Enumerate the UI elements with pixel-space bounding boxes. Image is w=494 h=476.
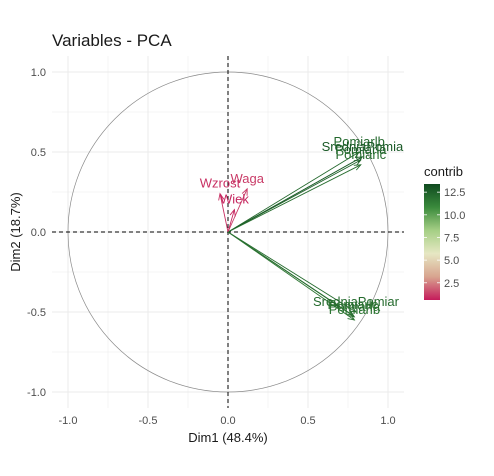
variable-label: Pomiarlb [334, 134, 385, 149]
variable-arrowhead [218, 192, 225, 201]
variable-arrowhead [347, 310, 356, 318]
variable-arrow [227, 231, 357, 313]
y-tick-label: -1.0 [27, 387, 46, 399]
variable-label: SredniaPomiar [313, 294, 400, 309]
variable-arrow [219, 193, 229, 233]
legend-tick-label: 10.0 [444, 210, 465, 222]
x-tick-label: -1.0 [59, 415, 78, 427]
chart-title: Variables - PCA [52, 31, 172, 50]
variable-label: Pomiarla [335, 142, 387, 157]
y-tick-label: 1.0 [31, 67, 46, 79]
variable-arrow [227, 159, 362, 233]
x-tick-label: 0.5 [300, 415, 315, 427]
variable-arrowhead [229, 208, 236, 217]
variable-label: Pomiarlc [336, 147, 387, 162]
variable-arrow [227, 151, 360, 233]
variable-arrows: PomiarlbSredniaPomiaPomiarlaPomiarlcWaga… [200, 134, 404, 321]
x-axis-title: Dim1 (48.4%) [188, 430, 267, 445]
variable-arrow [227, 231, 355, 321]
legend-colorbar [424, 184, 440, 300]
contrib-legend: contrib 2.5 5.0 7.5 10.0 12.5 [424, 164, 465, 300]
legend-title: contrib [424, 164, 463, 179]
variable-label: SredniaPomia [322, 139, 404, 154]
x-tick-label: 1.0 [380, 415, 395, 427]
variable-arrowhead [353, 159, 362, 166]
legend-tick-label: 5.0 [444, 255, 459, 267]
legend-tick-label: 7.5 [444, 232, 459, 244]
x-tick-label: 0.0 [220, 415, 235, 427]
y-axis-title: Dim2 (18.7%) [8, 192, 23, 271]
plot-panel: -1.0 -0.5 0.0 0.5 1.0 -1.0 -0.5 0.0 0.5 1.0 Pomiar… [27, 56, 404, 427]
y-tick-label: -0.5 [27, 307, 46, 319]
variable-label: Wiek [220, 192, 249, 207]
variable-label: Wzrost [200, 176, 241, 191]
x-tick-label: -0.5 [139, 415, 158, 427]
legend-tick-label: 2.5 [444, 278, 459, 290]
variable-arrow [227, 209, 235, 233]
variable-arrowhead [349, 306, 357, 313]
variable-label: Waga [230, 171, 264, 186]
variable-label: Pomiarlc [328, 297, 379, 312]
variable-arrowhead [353, 164, 362, 171]
variable-arrowhead [347, 313, 356, 321]
variable-label: Pomiarla [329, 299, 381, 314]
y-tick-label: 0.0 [31, 227, 46, 239]
variable-arrowhead [241, 187, 248, 196]
legend-tick-label: 12.5 [444, 187, 465, 199]
variable-arrow [227, 164, 362, 233]
variable-arrow [227, 188, 248, 233]
y-tick-label: 0.5 [31, 147, 46, 159]
variable-label: Pomiarlb [329, 302, 380, 317]
variable-arrowhead [352, 151, 361, 158]
